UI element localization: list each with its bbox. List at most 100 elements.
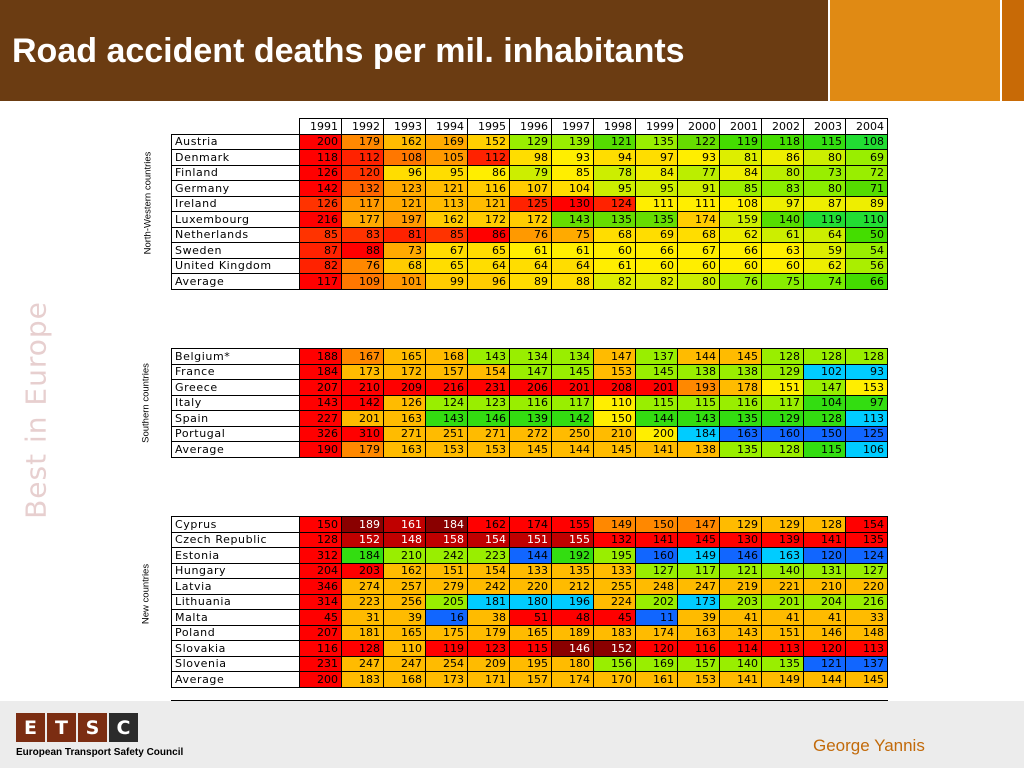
country-name: Luxembourg: [171, 211, 300, 228]
value-cell: 95: [635, 180, 678, 197]
value-cell: 73: [383, 242, 426, 259]
value-cell: 117: [341, 195, 384, 212]
table-row: Ireland 126 117 121 113 121 125 130 124 111 111 108…: [171, 195, 888, 212]
value-cell: 96: [467, 273, 510, 290]
value-cell: 39: [677, 609, 720, 626]
table-row: Sweden 87 88 73 67 65 61 61 60 66 67 66 63 59 54: [171, 242, 888, 259]
value-cell: 122: [677, 133, 720, 150]
value-cell: 116: [467, 180, 510, 197]
value-cell: 162: [425, 211, 468, 228]
value-cell: 146: [803, 624, 846, 641]
value-cell: 152: [593, 640, 636, 657]
value-cell: 87: [803, 195, 846, 212]
value-cell: 101: [383, 273, 426, 290]
value-cell: 106: [845, 441, 888, 458]
value-cell: 326: [299, 425, 342, 442]
value-cell: 188: [299, 348, 342, 365]
value-cell: 128: [341, 640, 384, 657]
value-cell: 248: [635, 578, 678, 595]
value-cell: 77: [677, 164, 720, 181]
value-cell: 113: [845, 640, 888, 657]
logo-letter-s: S: [78, 713, 107, 742]
value-cell: 142: [341, 394, 384, 411]
value-cell: 76: [719, 273, 762, 290]
value-cell: 242: [467, 578, 510, 595]
value-cell: 71: [845, 180, 888, 197]
value-cell: 181: [467, 593, 510, 610]
value-cell: 93: [845, 363, 888, 380]
value-cell: 129: [761, 410, 804, 427]
value-cell: 195: [509, 655, 552, 672]
group-label-north-western: North-Western countries: [142, 151, 154, 255]
value-cell: 61: [761, 226, 804, 243]
value-cell: 169: [635, 655, 678, 672]
value-cell: 95: [593, 180, 636, 197]
value-cell: 121: [803, 655, 846, 672]
value-cell: 143: [467, 348, 510, 365]
value-cell: 165: [383, 624, 426, 641]
value-cell: 210: [803, 578, 846, 595]
value-cell: 162: [383, 562, 426, 579]
value-cell: 161: [383, 516, 426, 533]
year-header-cell: 2003: [803, 118, 846, 135]
value-cell: 64: [509, 257, 552, 274]
value-cell: 125: [845, 425, 888, 442]
value-cell: 86: [467, 164, 510, 181]
value-cell: 110: [593, 394, 636, 411]
value-cell: 65: [467, 242, 510, 259]
table-row: Slovakia 116 128 110 119 123 115 146 152 120 116 11…: [171, 640, 888, 657]
value-cell: 113: [761, 640, 804, 657]
value-cell: 85: [719, 180, 762, 197]
value-cell: 247: [383, 655, 426, 672]
value-cell: 76: [341, 257, 384, 274]
value-cell: 147: [509, 363, 552, 380]
value-cell: 69: [635, 226, 678, 243]
value-cell: 179: [341, 133, 384, 150]
value-cell: 89: [845, 195, 888, 212]
value-cell: 204: [803, 593, 846, 610]
value-cell: 60: [761, 257, 804, 274]
value-cell: 206: [509, 379, 552, 396]
table-row: Greece 207 210 209 216 231 206 201 208 201 193 178 1…: [171, 379, 888, 396]
value-cell: 135: [719, 441, 762, 458]
value-cell: 60: [677, 257, 720, 274]
value-cell: 149: [761, 671, 804, 688]
value-cell: 116: [299, 640, 342, 657]
value-cell: 201: [635, 379, 678, 396]
value-cell: 256: [383, 593, 426, 610]
value-cell: 130: [551, 195, 594, 212]
value-cell: 118: [299, 149, 342, 166]
value-cell: 111: [677, 195, 720, 212]
value-cell: 189: [341, 516, 384, 533]
value-cell: 200: [299, 671, 342, 688]
value-cell: 66: [635, 242, 678, 259]
value-cell: 146: [467, 410, 510, 427]
country-name: Hungary: [171, 562, 300, 579]
value-cell: 45: [593, 609, 636, 626]
value-cell: 93: [677, 149, 720, 166]
table-row: Belgium* 188 167 165 168 143 134 134 147 137 144 14…: [171, 348, 888, 365]
value-cell: 310: [341, 425, 384, 442]
country-name: Finland: [171, 164, 300, 181]
value-cell: 127: [635, 562, 678, 579]
value-cell: 128: [803, 516, 846, 533]
table-row: Portugal 326 310 271 251 271 272 250 210 200 184 16…: [171, 425, 888, 442]
value-cell: 203: [341, 562, 384, 579]
value-cell: 135: [719, 410, 762, 427]
slide-title: Road accident deaths per mil. inhabitant…: [12, 32, 685, 70]
value-cell: 147: [803, 379, 846, 396]
value-cell: 223: [341, 593, 384, 610]
value-cell: 189: [551, 624, 594, 641]
value-cell: 346: [299, 578, 342, 595]
table-row: Austria 200 179 162 169 152 129 139 121 135 122 119…: [171, 133, 888, 150]
value-cell: 116: [719, 394, 762, 411]
value-cell: 144: [551, 441, 594, 458]
group-label-new: New countries: [140, 563, 152, 625]
value-cell: 207: [299, 624, 342, 641]
value-cell: 80: [761, 164, 804, 181]
value-cell: 210: [593, 425, 636, 442]
value-cell: 138: [719, 363, 762, 380]
country-name: Average: [171, 273, 300, 290]
value-cell: 126: [383, 394, 426, 411]
value-cell: 128: [803, 410, 846, 427]
